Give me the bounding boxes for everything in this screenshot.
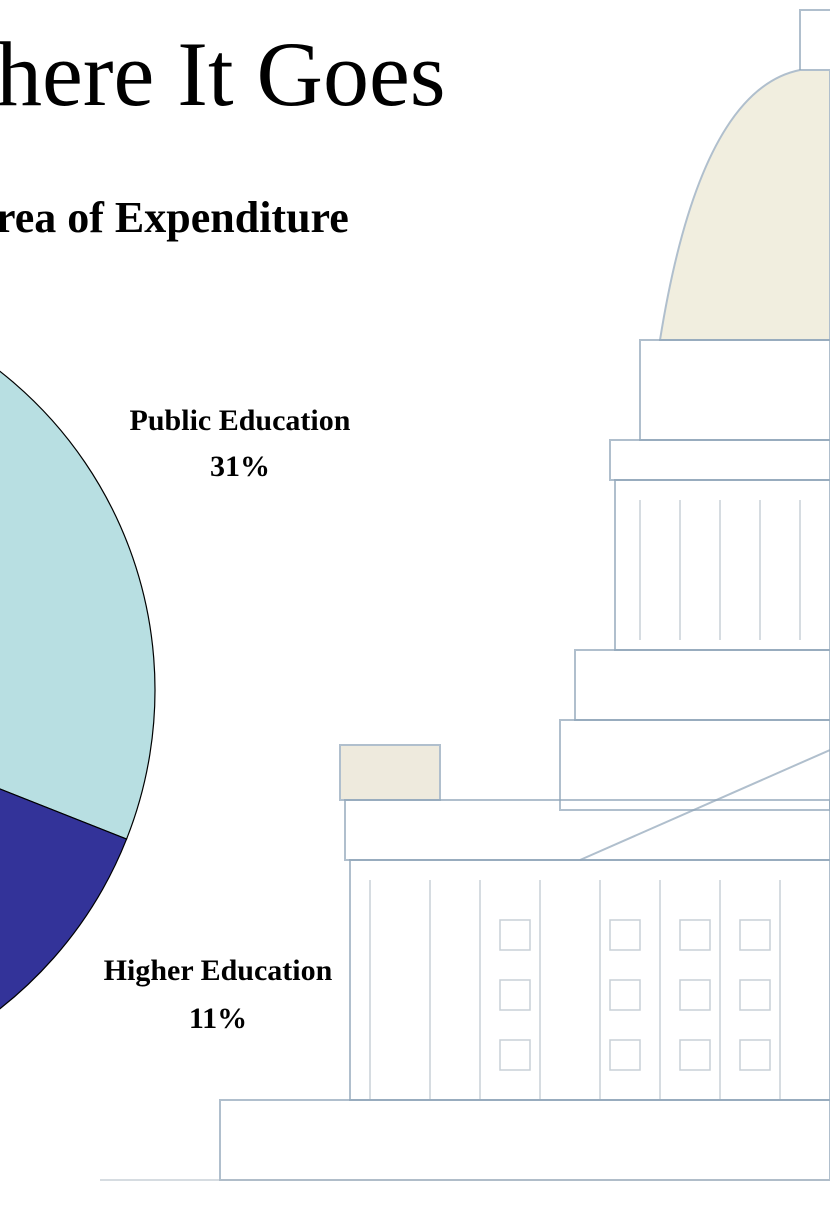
pie-slice bbox=[0, 370, 156, 840]
pie bbox=[0, 370, 156, 1010]
slice-label: Public Education bbox=[130, 404, 351, 437]
slice-value-label: 11% bbox=[189, 1002, 247, 1035]
slide-title: here It Goes bbox=[0, 23, 446, 125]
slice-value-label: 31% bbox=[210, 450, 270, 483]
slice-label: Higher Education bbox=[104, 954, 333, 987]
chart-title: rea of Expenditure bbox=[0, 193, 349, 242]
capitol-sketch bbox=[100, 9, 830, 1181]
pie-slice bbox=[0, 788, 128, 1010]
